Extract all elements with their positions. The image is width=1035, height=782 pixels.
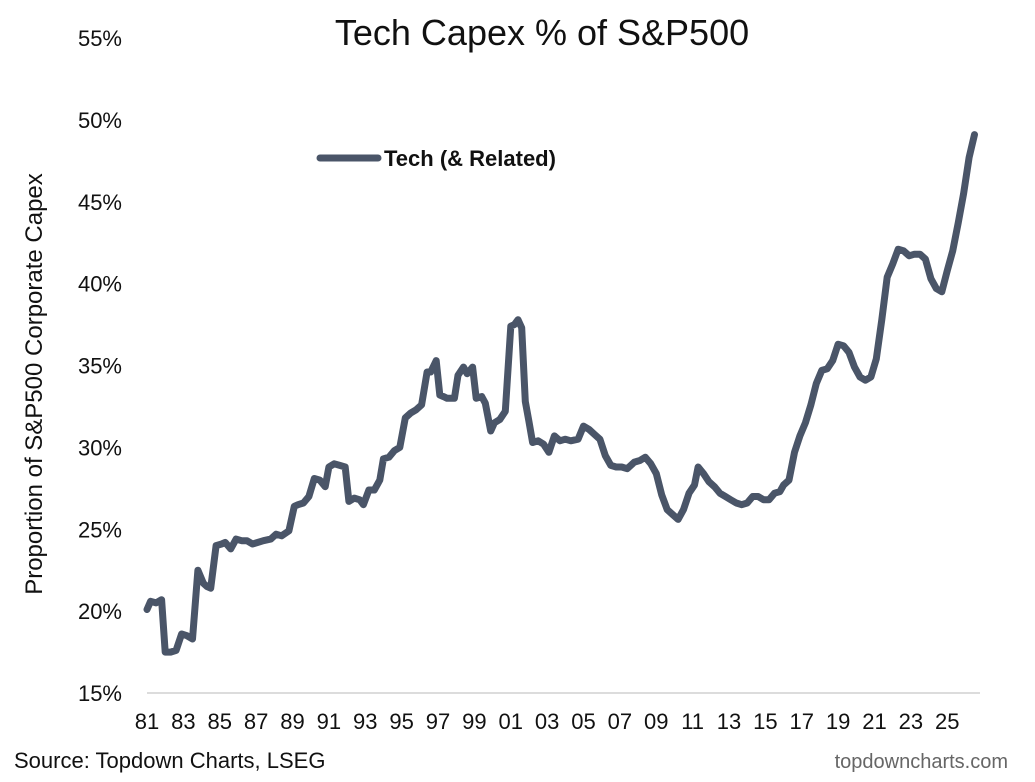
y-axis-label: Proportion of S&P500 Corporate Capex — [21, 173, 48, 595]
x-tick-label: 87 — [244, 709, 268, 734]
x-tick-label: 19 — [826, 709, 850, 734]
watermark: topdowncharts.com — [835, 751, 1008, 773]
x-tick-label: 17 — [790, 709, 814, 734]
y-tick-label: 35% — [78, 354, 122, 379]
x-tick-label: 01 — [499, 709, 523, 734]
x-tick-label: 13 — [717, 709, 741, 734]
y-tick-label: 15% — [78, 681, 122, 706]
y-tick-labels: 15% 20% 25% 30% 35% 40% 45% 50% 55% — [78, 26, 122, 706]
legend-label: Tech (& Related) — [384, 146, 556, 171]
x-tick-label: 81 — [135, 709, 159, 734]
x-tick-label: 97 — [426, 709, 450, 734]
x-tick-label: 99 — [462, 709, 486, 734]
y-tick-label: 55% — [78, 26, 122, 51]
x-tick-label: 95 — [389, 709, 413, 734]
x-tick-label: 91 — [317, 709, 341, 734]
x-tick-label: 11 — [681, 709, 704, 734]
x-tick-label: 15 — [753, 709, 777, 734]
series-line — [143, 131, 978, 656]
x-tick-label: 25 — [935, 709, 959, 734]
x-tick-label: 05 — [571, 709, 595, 734]
source-note: Source: Topdown Charts, LSEG — [14, 748, 325, 773]
y-tick-label: 45% — [78, 190, 122, 215]
y-tick-label: 40% — [78, 272, 122, 297]
x-tick-label: 85 — [208, 709, 232, 734]
x-tick-label: 03 — [535, 709, 559, 734]
x-tick-label: 07 — [608, 709, 632, 734]
x-tick-label: 89 — [280, 709, 304, 734]
y-tick-label: 30% — [78, 435, 122, 460]
x-tick-label: 09 — [644, 709, 668, 734]
x-tick-label: 83 — [171, 709, 195, 734]
y-tick-label: 50% — [78, 108, 122, 133]
series-group — [143, 131, 978, 656]
y-tick-label: 25% — [78, 517, 122, 542]
x-tick-labels: 81 83 85 87 89 91 93 95 97 99 01 03 05 07 09 11 13 15 17 19… — [135, 709, 960, 734]
x-tick-label: 93 — [353, 709, 377, 734]
legend: Tech (& Related) — [316, 146, 556, 171]
chart-title: Tech Capex % of S&P500 — [335, 12, 749, 53]
x-tick-label: 23 — [899, 709, 923, 734]
x-tick-label: 21 — [862, 709, 886, 734]
y-tick-label: 20% — [78, 599, 122, 624]
